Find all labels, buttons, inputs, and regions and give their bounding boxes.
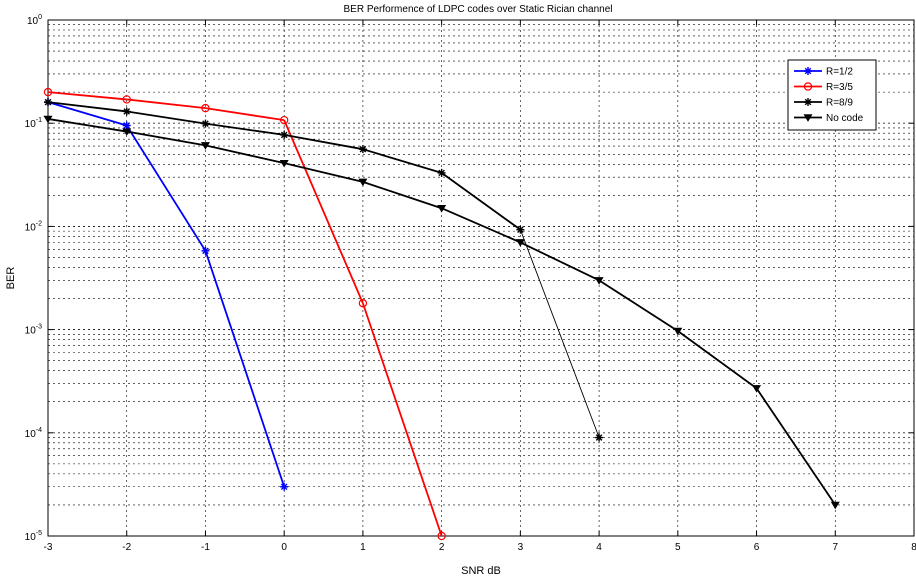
x-tick-label: 6 xyxy=(754,542,760,553)
x-tick-label: -3 xyxy=(44,542,53,553)
y-tick-label: 10-3 xyxy=(25,324,42,337)
data-point xyxy=(437,531,446,541)
series-4 xyxy=(43,115,840,510)
series-line-segment xyxy=(47,91,127,101)
data-point xyxy=(594,277,604,285)
series-line-segment xyxy=(284,134,364,151)
legend-label: R=8/9 xyxy=(826,98,853,109)
legend: R=1/2 R=3/5 R=8/9 No code xyxy=(787,59,877,131)
series-line-segment xyxy=(362,181,442,210)
series-2 xyxy=(43,87,446,541)
legend-marker xyxy=(804,98,812,106)
data-point xyxy=(201,103,210,113)
data-point xyxy=(358,145,367,154)
data-point xyxy=(752,385,762,393)
x-axis-label: SNR dB xyxy=(461,565,501,577)
y-tick-label: 10-5 xyxy=(25,530,42,543)
data-point xyxy=(200,142,210,150)
legend-marker xyxy=(803,82,813,91)
grid-lines xyxy=(47,19,915,537)
series-line-segment xyxy=(283,162,364,183)
data-point xyxy=(279,159,289,168)
legend-label: R=1/2 xyxy=(826,67,853,78)
x-tick-label: -1 xyxy=(201,542,210,553)
data-point xyxy=(830,501,840,510)
legend-label: No code xyxy=(826,113,864,124)
data-point xyxy=(43,87,53,97)
series-group xyxy=(43,87,840,541)
data-point xyxy=(279,115,289,125)
data-point xyxy=(595,433,604,442)
data-point xyxy=(122,128,132,136)
x-tick-label: 4 xyxy=(596,542,602,553)
series-line-segment xyxy=(205,122,285,136)
series-line-segment xyxy=(204,250,286,488)
legend-marker xyxy=(803,114,813,122)
series-line-segment xyxy=(126,110,206,125)
series-line-segment xyxy=(283,119,364,304)
data-point xyxy=(280,130,289,139)
y-tick-label: 100 xyxy=(27,14,42,27)
x-tick-label: -2 xyxy=(122,542,131,553)
data-point xyxy=(673,327,683,336)
y-tick-label: 10-4 xyxy=(25,427,42,440)
series-line-segment xyxy=(598,279,679,332)
series-line-segment xyxy=(362,302,443,537)
series-line-segment xyxy=(205,107,285,122)
x-tick-label: 1 xyxy=(360,542,366,553)
y-tick-label: 10-1 xyxy=(25,117,42,130)
data-point xyxy=(122,107,131,116)
data-point xyxy=(280,482,289,491)
y-tick-label: 10-2 xyxy=(25,220,42,233)
series-1 xyxy=(44,98,289,491)
series-line-segment xyxy=(755,387,837,506)
data-point xyxy=(437,168,446,177)
data-point xyxy=(122,121,131,130)
x-tick-label: 0 xyxy=(281,542,287,553)
series-line-segment xyxy=(441,172,521,231)
data-point xyxy=(122,95,131,104)
series-line-segment xyxy=(519,241,600,282)
y-axis-label: BER xyxy=(5,267,17,290)
series-line-segment xyxy=(47,101,127,113)
series-line-segment xyxy=(125,125,207,252)
x-tick-label: 3 xyxy=(518,542,524,553)
data-point xyxy=(358,299,368,308)
data-point xyxy=(437,205,447,213)
x-tick-label: 8 xyxy=(911,542,916,553)
series-line-segment xyxy=(126,98,206,110)
series-line-segment xyxy=(362,148,442,174)
series-line-segment xyxy=(441,207,521,244)
data-point xyxy=(515,239,525,247)
series-line-segment xyxy=(126,130,206,147)
data-point xyxy=(201,119,210,128)
axis-ticks: -3 -2 -1 0 1 2 3 4 5 6 7 8 100 10-1 10-2 10-3 10-4 10-5 xyxy=(25,14,916,553)
data-point xyxy=(44,98,52,107)
data-point xyxy=(358,178,368,187)
series-line-segment xyxy=(205,144,285,165)
data-point xyxy=(43,115,53,124)
x-tick-label: 2 xyxy=(439,542,445,553)
data-point xyxy=(516,225,525,234)
series-3 xyxy=(44,98,604,442)
series-line-segment xyxy=(519,229,600,438)
legend-label: R=3/5 xyxy=(826,82,853,93)
x-tick-label: 5 xyxy=(675,542,681,553)
plot-frame xyxy=(47,19,915,537)
series-line-segment xyxy=(677,330,758,390)
series-line-segment xyxy=(47,118,127,133)
x-tick-label: 7 xyxy=(832,542,838,553)
series-line-segment xyxy=(47,101,127,127)
data-point xyxy=(201,246,210,255)
legend-marker xyxy=(804,67,812,75)
chart-title: BER Performence of LDPC codes over Stati… xyxy=(343,4,612,15)
